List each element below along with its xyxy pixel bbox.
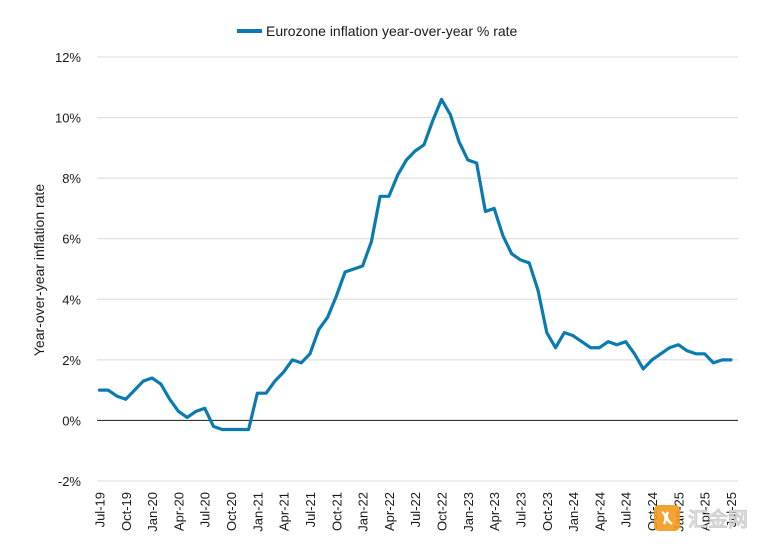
x-tick-label: Jan-21 bbox=[250, 492, 265, 532]
y-axis-label: Year-over-year inflation rate bbox=[31, 184, 47, 356]
x-tick-label: Jul-19 bbox=[93, 492, 108, 527]
y-tick-label: 0% bbox=[62, 413, 81, 428]
x-tick-label: Jul-23 bbox=[513, 492, 528, 527]
x-tick-label: Jul-21 bbox=[303, 492, 318, 527]
y-tick-label: 10% bbox=[55, 111, 81, 126]
x-tick-label: Jan-24 bbox=[566, 492, 581, 532]
legend: Eurozone inflation year-over-year % rate bbox=[237, 23, 518, 39]
x-tick-label: Jan-22 bbox=[356, 492, 371, 532]
x-tick-label: Jan-23 bbox=[461, 492, 476, 532]
y-tick-label: 8% bbox=[62, 171, 81, 186]
x-tick-label: Oct-20 bbox=[224, 492, 239, 531]
x-tick-label: Jul-25 bbox=[724, 492, 739, 527]
x-tick-label: Oct-22 bbox=[435, 492, 450, 531]
x-tick-label: Oct-19 bbox=[119, 492, 134, 531]
grid-lines bbox=[97, 56, 738, 482]
series-line-eurozone-inflation bbox=[97, 97, 733, 432]
y-tick-label: 2% bbox=[62, 353, 81, 368]
x-tick-label: Jul-22 bbox=[408, 492, 423, 527]
x-tick-label: Apr-25 bbox=[698, 492, 713, 531]
watermark-logo: 汇金网 bbox=[654, 505, 748, 531]
x-tick-label: Jan-20 bbox=[145, 492, 160, 532]
x-tick-label: Oct-23 bbox=[540, 492, 555, 531]
x-tick-label: Apr-20 bbox=[171, 492, 186, 531]
x-tick-label: Jul-20 bbox=[198, 492, 213, 527]
x-tick-label: Apr-22 bbox=[382, 492, 397, 531]
x-tick-label: Oct-21 bbox=[329, 492, 344, 531]
y-tick-label: 12% bbox=[55, 50, 81, 65]
x-tick-labels: Jul-19 Oct-19 Jan-20 Apr-20 Jul-20 Oct-20 Jan-… bbox=[93, 492, 739, 532]
x-tick-label: Apr-23 bbox=[487, 492, 502, 531]
svg-text:汇金网: 汇金网 bbox=[688, 507, 748, 531]
x-tick-label: Apr-24 bbox=[592, 492, 607, 531]
legend-label: Eurozone inflation year-over-year % rate bbox=[266, 23, 518, 39]
y-tick-label: 6% bbox=[62, 232, 81, 247]
y-tick-label: -2% bbox=[58, 474, 82, 489]
x-tick-label: Jul-24 bbox=[619, 492, 634, 527]
y-tick-labels: -2% 0% 2% 4% 6% 8% 10% 12% bbox=[55, 50, 81, 489]
x-tick-label: Apr-21 bbox=[277, 492, 292, 531]
y-tick-label: 4% bbox=[62, 292, 81, 307]
